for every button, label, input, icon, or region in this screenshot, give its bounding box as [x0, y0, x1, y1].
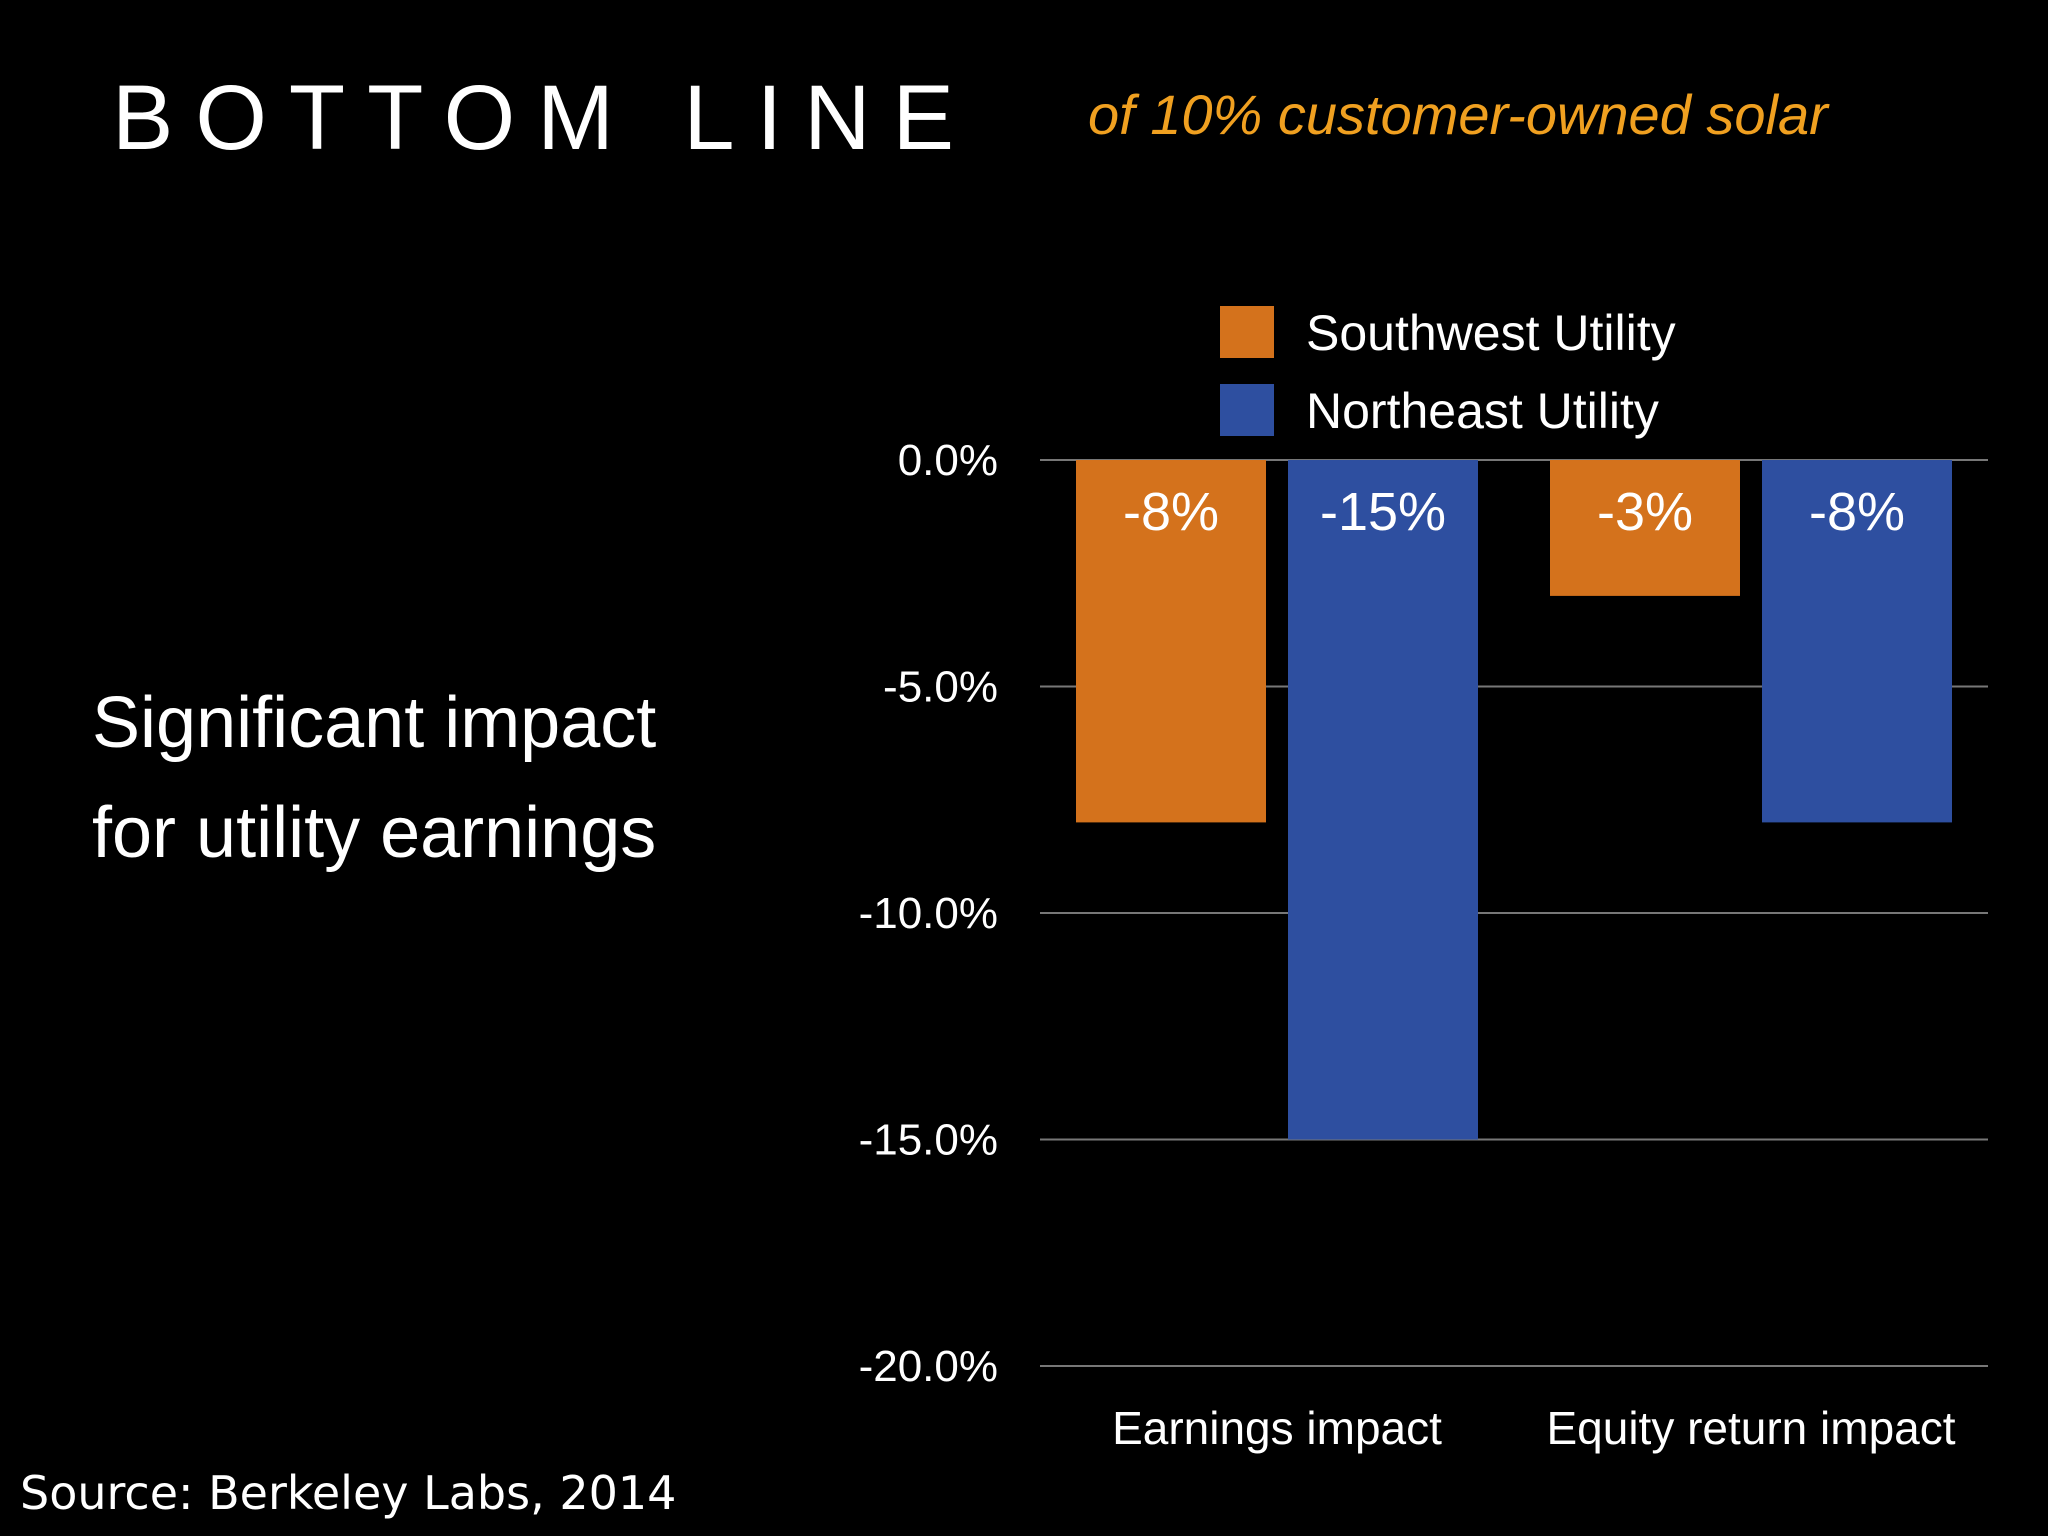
key-message-line: for utility earnings — [92, 793, 657, 873]
key-message-line: Significant impact — [92, 683, 657, 763]
y-tick-label: 0.0% — [898, 436, 998, 485]
bar-data-label: -8% — [1123, 482, 1219, 542]
legend-label: Northeast Utility — [1306, 383, 1659, 439]
y-tick-label: -10.0% — [859, 889, 998, 938]
slide-title: BOTTOM LINE — [112, 67, 976, 169]
slide-subtitle: of 10% customer-owned solar — [1088, 83, 1828, 146]
y-tick-label: -15.0% — [859, 1116, 998, 1165]
legend-swatch — [1220, 306, 1274, 358]
y-tick-label: -20.0% — [859, 1342, 998, 1391]
key-message: Significant impact for utility earnings — [92, 668, 656, 888]
x-category-label: Equity return impact — [1546, 1402, 1955, 1454]
legend-swatch — [1220, 384, 1274, 436]
bar-data-label: -15% — [1320, 482, 1446, 542]
x-category-label: Earnings impact — [1112, 1402, 1442, 1454]
bar-1-0 — [1288, 460, 1478, 1140]
bar-0-1 — [1550, 460, 1740, 596]
bar-data-label: -8% — [1809, 482, 1905, 542]
bar-0-0 — [1076, 460, 1266, 823]
y-tick-label: -5.0% — [883, 663, 998, 712]
bar-1-1 — [1762, 460, 1952, 823]
source-citation: Source: Berkeley Labs, 2014 — [20, 1466, 677, 1520]
legend-label: Southwest Utility — [1306, 305, 1676, 361]
bar-data-label: -3% — [1597, 482, 1693, 542]
